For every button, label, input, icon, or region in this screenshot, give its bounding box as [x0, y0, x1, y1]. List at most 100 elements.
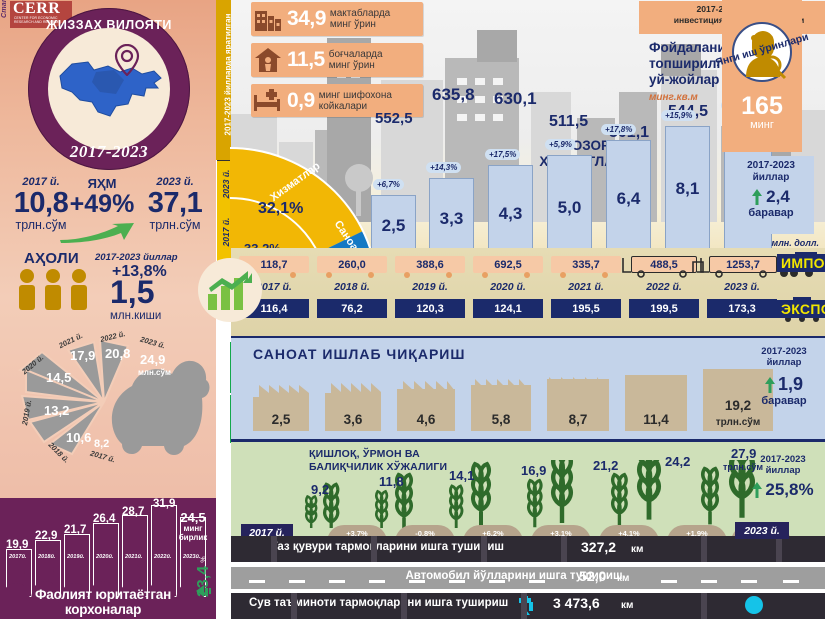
enterprise-value-2022: 31,9 [153, 498, 176, 510]
industry-multiplier: 1,9 [777, 374, 804, 394]
agriculture-value-2022: 24,2 [665, 454, 691, 469]
left-panel: Статистика агентлиги маълумотлари асосид… [0, 0, 216, 619]
housing-value-2018: 635,8 [432, 85, 475, 104]
import-value-2023: 1253,7 [709, 256, 777, 273]
petal-value-2019: 13,2 [44, 403, 70, 418]
service-bar-2017: 2,5 [371, 195, 416, 250]
new-jobs-period-card: 2017-2023 йиллар 2,4 баравар [728, 156, 814, 234]
water-value: 3 473,6 [553, 595, 600, 611]
petal-value-2020: 14,5 [46, 370, 72, 385]
uzbekistan-map-icon [59, 61, 162, 117]
road-value: 52,0 [579, 568, 607, 584]
new-jobs-avatar [732, 22, 792, 82]
created-item-schools: 34,9 мактабларда минг ўрин [251, 2, 423, 36]
gas-pipe-unit: км [631, 544, 644, 555]
industry-unit: трлн.сўм [715, 417, 761, 428]
enterprise-value-2018: 22,9 [35, 530, 58, 542]
agriculture-section: ҚИШЛОҚ, ЎРМОН ВА БАЛИҚЧИЛИК ХЎЖАЛИГИ 9,2 … [231, 442, 825, 542]
new-jobs-value: 165 [741, 92, 783, 120]
growth-chart-badge [198, 258, 262, 322]
up-arrow-icon [752, 482, 763, 498]
industry-factory-2017: 2,5 [253, 397, 309, 431]
created-hospital-value: 0,9 [287, 88, 315, 112]
population-title: АҲОЛИ [24, 250, 79, 267]
export-label: ЭКСПОРТ [777, 300, 825, 318]
new-jobs-multiplier: 2,4 [766, 187, 790, 206]
enterprise-year-2020: 2020й. [96, 554, 114, 560]
enterprise-unit-2: бирлик [178, 533, 208, 542]
water-bar: Сув таъминоти тармоқларини ишга тушириш … [231, 592, 825, 619]
cerr-logo: CERR CENTER FOR ECONOMIC RESEARCH AND RE… [10, 1, 72, 28]
service-value-2020: 5,0 [557, 198, 582, 217]
service-pct-2022: +15,9% [661, 110, 697, 121]
industry-section: САНОАТ ИШЛАБ ЧИҚАРИШ 2,5 3,6 4,6 5,8 8,7… [231, 336, 825, 442]
new-jobs-card: Янги иш ўринлари 165 минг [714, 0, 810, 152]
water-joints-icon [291, 592, 763, 619]
export-value-2023: 173,3 [707, 299, 777, 318]
enterprise-year-2017: 2017й. [9, 554, 27, 560]
road-dashes-icon [249, 580, 799, 583]
gdp-unit-right: трлн.сўм [149, 218, 201, 232]
road-bar: Автомобил йўлларини ишга тушириш 52,0 км [231, 566, 825, 590]
trade-year-2020: 2020 й. [490, 281, 526, 293]
infrastructure-section: Газ қувури тармоқларини ишга тушириш 327… [231, 536, 825, 619]
service-value-2018: 3,3 [439, 209, 464, 228]
service-bar-2019: 4,3 [488, 165, 533, 250]
industry-value-2018: 3,6 [343, 412, 363, 427]
worker-icon [746, 31, 787, 80]
industry-multiplier-unit: баравар [761, 395, 807, 407]
import-label: ИМПОРТ [777, 254, 825, 272]
enterprise-year-2022: 2022й. [154, 554, 172, 560]
service-value-2021: 6,4 [616, 189, 641, 208]
petal-value-2017: 8,2 [94, 438, 110, 450]
trade-year-2023: 2023 й. [724, 281, 760, 293]
created-vertical-banner: 2017-2023 йилларда яратилган [216, 0, 233, 160]
agriculture-value-2023: 27,9 [731, 446, 757, 461]
service-pct-2020: +5,9% [545, 139, 576, 150]
housing-value-2017: 552,5 [375, 110, 413, 127]
new-jobs-multiplier-unit: баравар [748, 207, 794, 219]
enterprise-value-2023: 24,5 [180, 510, 206, 525]
industry-value-2017: 2,5 [271, 412, 291, 427]
school-icon [251, 4, 285, 34]
created-schools-value: 34,9 [287, 7, 326, 30]
trade-year-2017: 2017 й. [256, 281, 292, 293]
divider [231, 562, 825, 567]
population-unit: млн.киши [110, 310, 162, 322]
truck-row-icon [248, 258, 767, 278]
new-jobs-period: 2017-2023 йиллар [747, 160, 795, 183]
trade-unit: млн. долл. [771, 238, 819, 248]
gas-pipe-value: 327,2 [581, 539, 617, 555]
enterprise-value-2017: 19,9 [6, 539, 29, 551]
population-period: 2017-2023 йиллар [95, 252, 178, 263]
gdp-year-left: 2017 й. [22, 176, 60, 188]
service-pct-2017: +6,7% [373, 179, 404, 190]
enterprise-value-2021: 28,7 [122, 506, 145, 518]
gdp-per-capita-chart: Аҳоли жонбошига ЯҲМ 17,9 20,8 24,9 14,5 … [8, 329, 213, 490]
export-value-2018: 76,2 [317, 299, 387, 318]
gdp-growth: +49% [69, 190, 135, 218]
export-value-2022: 199,5 [629, 299, 699, 318]
enterprise-bar-2023 [180, 517, 206, 597]
gdp-unit-left: трлн.сўм [15, 218, 67, 232]
enterprise-year-2021: 2021й. [125, 554, 143, 560]
agriculture-period: 2017-2023 йиллар [760, 454, 806, 476]
source-attribution: Статистика агентлиги маълумотлари асосид… [0, 0, 8, 18]
agriculture-value-2018: 11,8 [379, 474, 404, 489]
created-hospital-text: минг шифохона койкалари [318, 89, 392, 112]
industry-value-2021: 8,7 [568, 412, 588, 427]
donut-year-legend: 2023 й. 2017 й. [217, 160, 231, 265]
bar-chart-up-icon [208, 271, 252, 310]
up-arrow-icon [752, 189, 763, 205]
pipe-joints-icon [271, 536, 782, 564]
cerr-logo-title: CERR [13, 0, 61, 17]
trade-year-2022: 2022 й. [646, 281, 682, 293]
cerr-logo-subtitle: CENTER FOR ECONOMIC RESEARCH AND REFORMS [14, 16, 61, 24]
agriculture-value-2019: 14,1 [449, 468, 475, 483]
divider-2 [231, 589, 825, 593]
gdp-value-right: 37,1 [147, 187, 203, 219]
service-value-2022: 8,1 [675, 179, 700, 198]
hospital-bed-icon [251, 86, 285, 116]
kindergarten-icon [251, 45, 285, 75]
agriculture-year-end: 2023 й. [735, 522, 789, 539]
